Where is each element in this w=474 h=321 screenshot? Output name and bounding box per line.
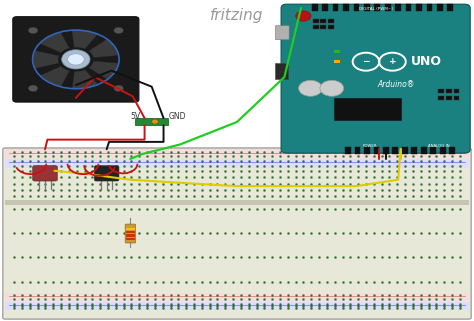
Bar — [322, 4, 328, 11]
Bar — [446, 96, 452, 100]
Bar — [320, 19, 326, 23]
Text: −: − — [362, 57, 370, 66]
Bar — [313, 25, 319, 29]
Bar — [374, 4, 380, 11]
Bar — [383, 147, 389, 154]
FancyBboxPatch shape — [281, 4, 470, 153]
Bar — [135, 118, 168, 125]
Bar — [449, 147, 455, 154]
Circle shape — [296, 11, 311, 21]
FancyBboxPatch shape — [125, 224, 136, 243]
Bar — [438, 89, 444, 93]
Bar — [328, 19, 334, 23]
Bar — [126, 238, 135, 240]
Bar — [343, 4, 349, 11]
Bar — [96, 175, 117, 180]
Text: UNO: UNO — [411, 55, 442, 68]
Bar — [345, 147, 351, 154]
Bar — [320, 25, 326, 29]
Circle shape — [152, 120, 158, 124]
FancyBboxPatch shape — [3, 148, 471, 319]
Text: Arduino®: Arduino® — [377, 80, 414, 89]
Bar — [385, 4, 391, 11]
Text: DIGITAL (PWM~): DIGITAL (PWM~) — [359, 7, 392, 11]
Wedge shape — [89, 61, 118, 79]
Bar — [328, 25, 334, 29]
Bar — [427, 4, 432, 11]
Bar — [364, 147, 370, 154]
Bar — [126, 228, 135, 230]
Bar — [5, 293, 469, 301]
Wedge shape — [33, 51, 59, 68]
Bar — [402, 147, 408, 154]
Text: +: + — [389, 57, 396, 66]
Circle shape — [299, 80, 322, 96]
Bar — [334, 60, 340, 63]
Bar — [440, 147, 446, 154]
Circle shape — [28, 27, 38, 34]
Bar — [354, 4, 359, 11]
Text: ANALOG IN: ANALOG IN — [428, 144, 449, 148]
Circle shape — [62, 50, 90, 69]
Bar — [395, 4, 401, 11]
Bar — [406, 4, 411, 11]
Text: fritzing: fritzing — [210, 8, 264, 23]
Bar — [5, 159, 469, 168]
Wedge shape — [72, 70, 98, 88]
Circle shape — [320, 80, 344, 96]
Bar — [454, 96, 459, 100]
Text: POWER: POWER — [363, 144, 377, 148]
Bar — [313, 19, 319, 23]
Wedge shape — [89, 39, 118, 58]
Bar — [374, 147, 379, 154]
Text: 5V: 5V — [130, 112, 140, 121]
Circle shape — [67, 54, 84, 65]
Bar — [126, 234, 135, 237]
Bar — [333, 4, 338, 11]
Bar — [430, 147, 436, 154]
Bar — [447, 4, 453, 11]
Wedge shape — [72, 30, 98, 49]
FancyBboxPatch shape — [13, 17, 139, 102]
Bar — [364, 4, 370, 11]
Bar — [5, 149, 469, 158]
Bar — [446, 89, 452, 93]
Bar — [416, 4, 422, 11]
Bar — [411, 147, 417, 154]
Bar — [437, 4, 443, 11]
Bar — [35, 175, 55, 180]
Circle shape — [114, 27, 123, 34]
Bar — [421, 147, 427, 154]
FancyBboxPatch shape — [33, 166, 57, 181]
Bar — [126, 231, 135, 233]
FancyBboxPatch shape — [94, 166, 119, 181]
FancyBboxPatch shape — [275, 26, 289, 40]
Bar — [355, 147, 360, 154]
Wedge shape — [40, 32, 70, 53]
Bar — [438, 96, 444, 100]
Bar — [454, 89, 459, 93]
Bar — [5, 302, 469, 310]
Bar — [0, 0, 474, 149]
Bar — [5, 200, 469, 205]
Wedge shape — [40, 66, 70, 86]
Bar — [392, 147, 398, 154]
Bar — [334, 98, 401, 120]
Bar — [312, 4, 318, 11]
Bar — [275, 63, 288, 79]
Bar — [334, 50, 340, 53]
Text: GND: GND — [168, 112, 186, 121]
Circle shape — [28, 85, 38, 91]
Circle shape — [114, 85, 123, 91]
